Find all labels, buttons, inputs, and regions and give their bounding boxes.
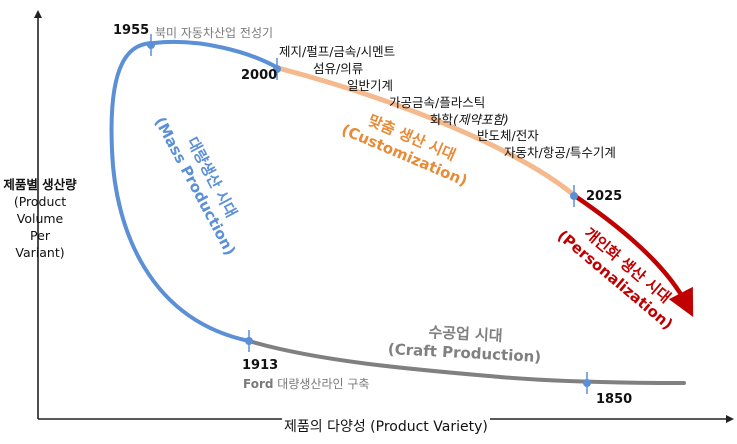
- industry-textile: 섬유/의류: [313, 61, 364, 76]
- x-axis-label: 제품의 다양성 (Product Variety): [282, 416, 490, 436]
- mass-production-curve: [109, 40, 280, 343]
- y-axis-label-en-2: Volume: [16, 211, 64, 226]
- customization-curve: [275, 65, 578, 199]
- y-axis-label-en-1: (Product: [13, 194, 67, 209]
- marker-1955: [147, 34, 155, 56]
- y-axis-label: 제품별 생산량 (Product Volume Per Variant): [0, 176, 80, 261]
- note-1913: Ford 대량생산라인 구축: [243, 375, 369, 392]
- y-axis-label-en-3: Per: [30, 228, 50, 243]
- craft-curve: [247, 339, 686, 385]
- year-2000: 2000: [241, 68, 278, 83]
- industry-chemical-main: 화학: [430, 112, 454, 127]
- industry-chemical: 화학(제약포함): [430, 109, 509, 128]
- industry-machinery: 일반기계: [347, 78, 394, 93]
- industry-metal-plastic: 가공금속/플라스틱: [389, 95, 486, 110]
- industry-paper-metal-cement: 제지/펄프/금속/시멘트: [279, 44, 396, 59]
- year-1955: 1955: [113, 23, 150, 38]
- year-1913: 1913: [242, 358, 279, 373]
- note-1955: 북미 자동차산업 전성기: [155, 26, 274, 40]
- industry-auto-aero: 자동차/항공/특수기계: [504, 145, 616, 160]
- y-axis-label-ko: 제품별 생산량: [3, 177, 77, 192]
- note-1913-brand: Ford: [243, 377, 274, 391]
- personalization-arrow: [572, 193, 694, 318]
- marker-1850: [583, 372, 591, 394]
- year-2025: 2025: [586, 189, 623, 204]
- marker-1913: [245, 330, 253, 352]
- marker-2025: [570, 185, 578, 207]
- note-1913-text: 대량생산라인 구축: [273, 377, 370, 391]
- year-1850: 1850: [596, 392, 633, 407]
- industry-chemical-paren: (제약포함): [453, 112, 509, 127]
- y-axis-label-en-4: Variant): [15, 245, 65, 260]
- industry-semiconductor: 반도체/전자: [477, 128, 539, 143]
- marker-2000: [273, 58, 281, 80]
